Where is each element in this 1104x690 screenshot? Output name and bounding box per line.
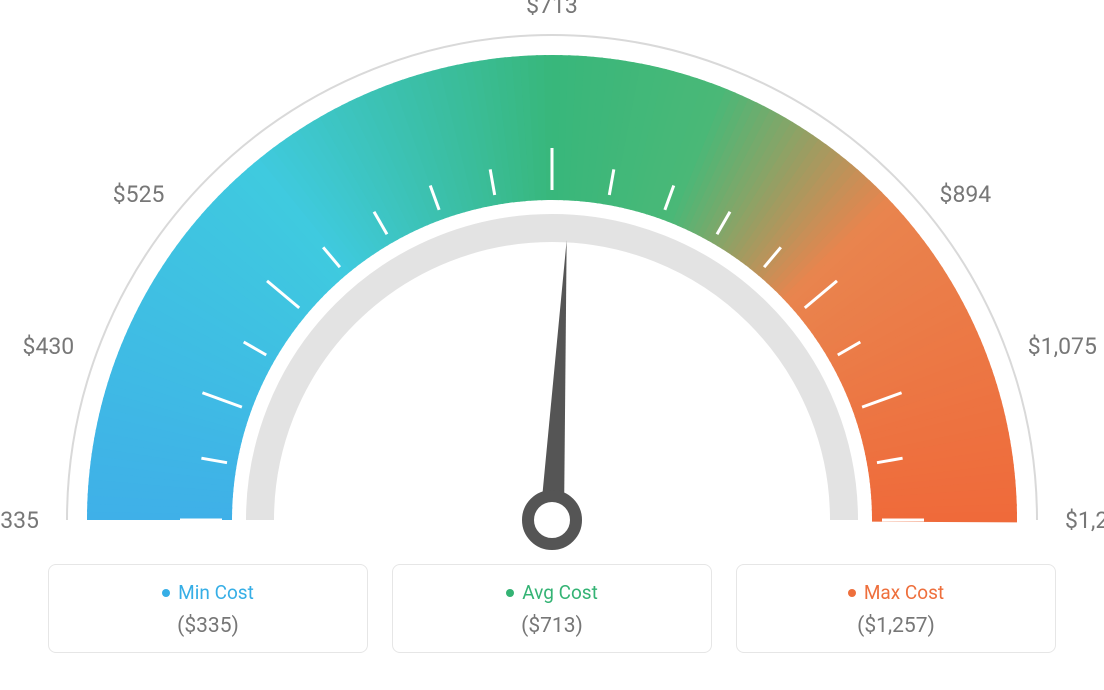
- needle-hub: [528, 496, 576, 544]
- legend-value: ($713): [405, 614, 699, 638]
- legend-value: ($335): [61, 614, 355, 638]
- tick-label: $525: [113, 181, 165, 208]
- tick-label: $1,257: [1065, 507, 1104, 534]
- legend-card-max: Max Cost ($1,257): [736, 564, 1056, 653]
- legend-label-row: Max Cost: [749, 581, 1043, 604]
- legend-label-row: Avg Cost: [405, 581, 699, 604]
- gauge-needle: [540, 240, 567, 520]
- tick-label: $430: [23, 333, 75, 360]
- gauge-svg: $335 $430 $525 $713 $894 $1,075 $1,257: [0, 0, 1104, 560]
- gauge-chart: $335 $430 $525 $713 $894 $1,075 $1,257: [0, 0, 1104, 560]
- legend-row: Min Cost ($335) Avg Cost ($713) Max Cost ($1,…: [0, 564, 1104, 653]
- legend-dot-min: [162, 589, 170, 597]
- legend-card-min: Min Cost ($335): [48, 564, 368, 653]
- tick-label: $335: [0, 507, 39, 534]
- legend-label: Min Cost: [178, 581, 254, 604]
- legend-dot-avg: [506, 589, 514, 597]
- tick-label: $1,075: [1028, 333, 1097, 360]
- legend-label-row: Min Cost: [61, 581, 355, 604]
- legend-dot-max: [848, 589, 856, 597]
- legend-label: Max Cost: [864, 581, 944, 604]
- legend-value: ($1,257): [749, 614, 1043, 638]
- legend-card-avg: Avg Cost ($713): [392, 564, 712, 653]
- legend-label: Avg Cost: [522, 581, 598, 604]
- tick-label: $894: [940, 181, 992, 208]
- tick-label: $713: [526, 0, 578, 19]
